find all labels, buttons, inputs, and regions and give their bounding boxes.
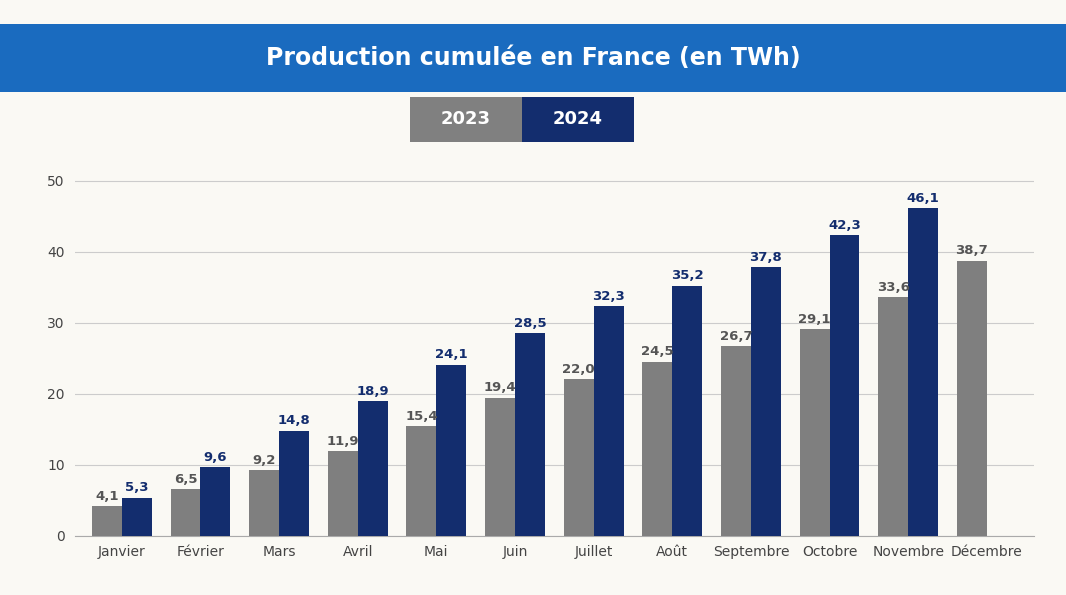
Bar [673, 286, 702, 536]
Bar [122, 498, 151, 536]
Bar [957, 261, 987, 536]
Text: 2024: 2024 [553, 110, 602, 128]
Bar [594, 306, 624, 536]
Bar [485, 398, 515, 536]
Text: 15,4: 15,4 [405, 410, 438, 422]
Bar [358, 402, 388, 536]
Text: 29,1: 29,1 [798, 312, 830, 325]
Text: 37,8: 37,8 [749, 250, 782, 264]
Text: 46,1: 46,1 [907, 192, 939, 205]
Bar [328, 451, 358, 536]
Text: 2023: 2023 [441, 110, 490, 128]
Text: 22,0: 22,0 [563, 363, 595, 376]
Bar [200, 468, 230, 536]
Bar [279, 431, 309, 536]
Bar [750, 267, 780, 536]
Text: 28,5: 28,5 [514, 317, 546, 330]
Bar [643, 362, 673, 536]
Bar [406, 426, 436, 536]
Text: 11,9: 11,9 [326, 434, 359, 447]
Text: 32,3: 32,3 [593, 290, 625, 303]
Text: 33,6: 33,6 [877, 281, 909, 293]
Text: 4,1: 4,1 [95, 490, 118, 503]
Text: 5,3: 5,3 [125, 481, 148, 494]
Text: 14,8: 14,8 [277, 414, 310, 427]
Bar [515, 333, 545, 536]
Text: 35,2: 35,2 [671, 269, 704, 282]
Text: 19,4: 19,4 [484, 381, 516, 394]
Text: 9,6: 9,6 [204, 451, 227, 464]
Text: Production cumulée en France (en TWh): Production cumulée en France (en TWh) [265, 46, 801, 70]
Bar [800, 329, 829, 536]
Text: 6,5: 6,5 [174, 473, 197, 486]
Bar [249, 470, 279, 536]
Bar [829, 236, 859, 536]
Text: 26,7: 26,7 [720, 330, 753, 343]
Bar [436, 365, 466, 536]
Bar [721, 346, 750, 536]
Text: 24,5: 24,5 [641, 345, 674, 358]
Text: 42,3: 42,3 [828, 219, 861, 232]
Bar [171, 489, 200, 536]
Text: 18,9: 18,9 [356, 385, 389, 398]
Text: 9,2: 9,2 [253, 453, 276, 466]
Bar [908, 208, 938, 536]
Text: 38,7: 38,7 [955, 245, 988, 258]
Bar [92, 506, 122, 536]
Bar [564, 380, 594, 536]
Bar [878, 297, 908, 536]
Text: 24,1: 24,1 [435, 348, 468, 361]
